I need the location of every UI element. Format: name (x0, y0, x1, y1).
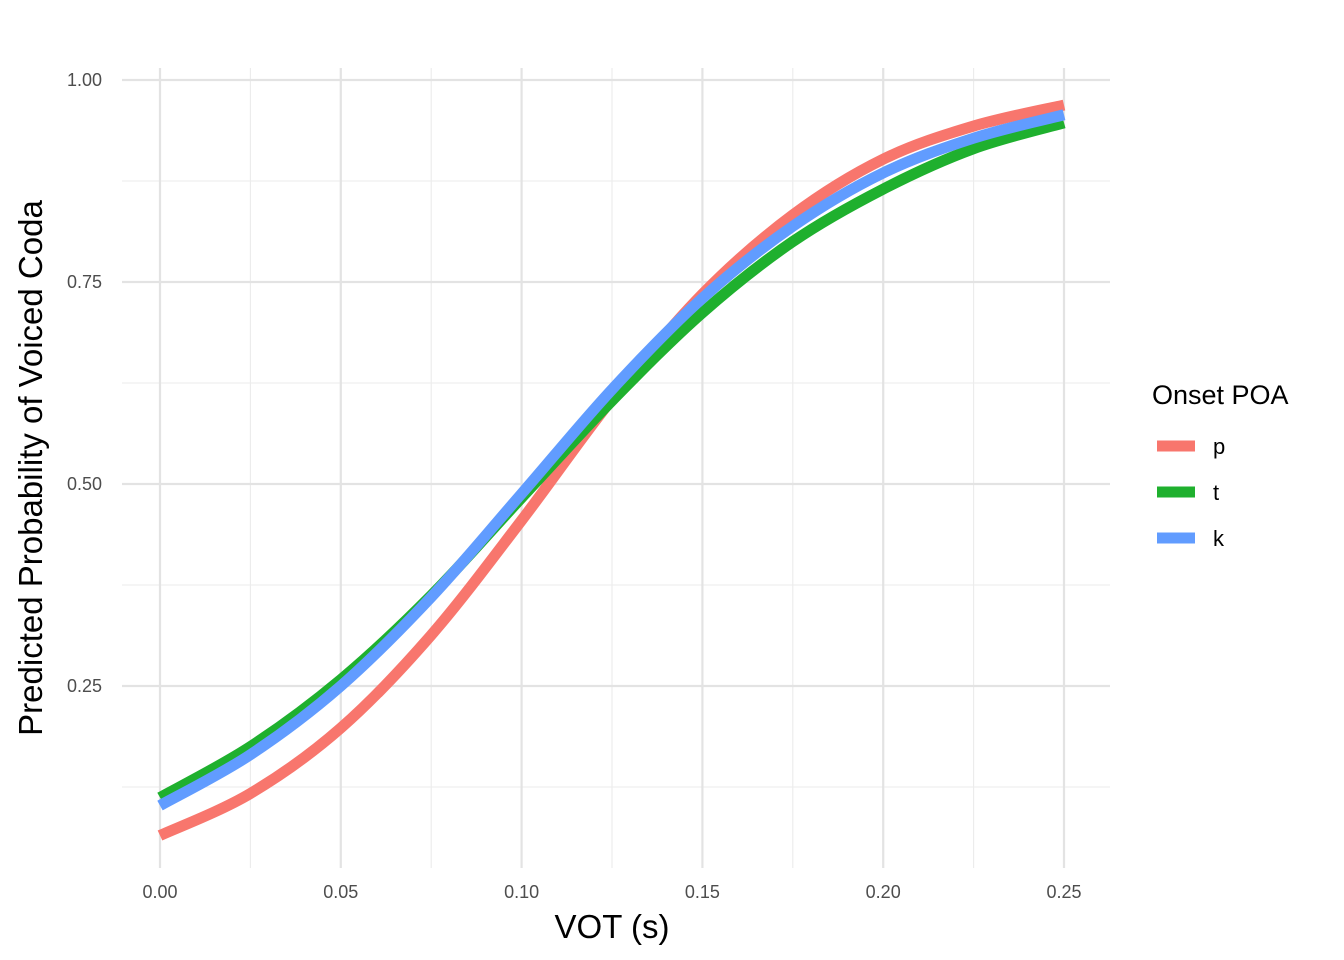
y-axis-tick-labels: 0.25 0.50 0.75 1.00 (67, 70, 102, 696)
legend-key-k (1157, 532, 1195, 544)
grid-minor-lines (122, 68, 1110, 868)
legend-key-t (1157, 486, 1195, 498)
x-tick-label: 0.05 (323, 882, 358, 902)
y-axis-title: Predicted Probability of Voiced Coda (12, 200, 49, 736)
x-axis-title: VOT (s) (555, 908, 670, 945)
y-tick-label: 0.25 (67, 676, 102, 696)
legend-label-t: t (1213, 480, 1219, 505)
series-line-k (157, 109, 1066, 811)
x-tick-label: 0.20 (866, 882, 901, 902)
x-tick-label: 0.10 (504, 882, 539, 902)
x-axis-tick-labels: 0.00 0.05 0.10 0.15 0.20 0.25 (142, 882, 1081, 902)
y-tick-label: 1.00 (67, 70, 102, 90)
x-tick-label: 0.25 (1046, 882, 1081, 902)
y-tick-label: 0.50 (67, 474, 102, 494)
legend-title: Onset POA (1152, 380, 1289, 410)
y-tick-label: 0.75 (67, 272, 102, 292)
x-tick-label: 0.00 (142, 882, 177, 902)
series-lines (157, 99, 1066, 841)
grid-major-lines (122, 68, 1110, 868)
x-tick-label: 0.15 (685, 882, 720, 902)
legend-key-p (1157, 440, 1195, 452)
legend-label-k: k (1213, 526, 1225, 551)
series-line-t (157, 117, 1066, 803)
legend-label-p: p (1213, 434, 1225, 459)
legend: Onset POA ptk (1152, 380, 1289, 551)
